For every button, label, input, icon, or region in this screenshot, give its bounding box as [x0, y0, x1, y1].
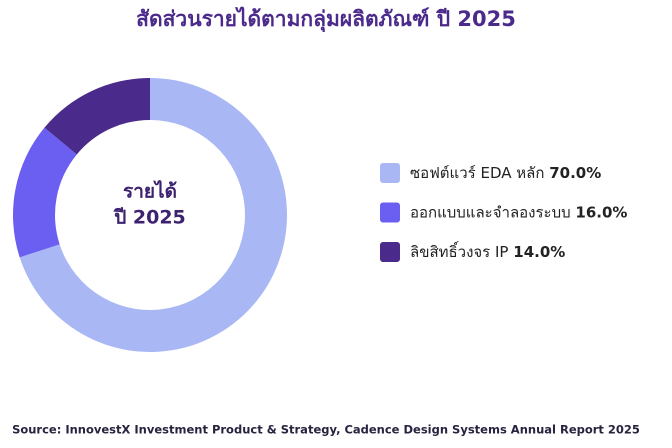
- donut-slice: [12, 127, 77, 258]
- donut: [12, 78, 287, 352]
- chart-title: สัดส่วนรายได้ตามกลุ่มผลิตภัณฑ์ ปี 2025: [136, 6, 516, 33]
- legend-label: ซอฟต์แวร์ EDA หลัก 70.0%: [410, 164, 601, 182]
- legend-value: 14.0%: [513, 243, 565, 261]
- source: Source: InnovestX Investment Product & S…: [12, 423, 640, 437]
- legend-value: 16.0%: [575, 203, 627, 221]
- legend-name: ออกแบบและจำลองระบบ: [410, 203, 571, 221]
- legend-name: ลิขสิทธิ์วงจร IP: [410, 241, 508, 261]
- legend-swatch: [380, 242, 400, 262]
- donut-slice: [44, 78, 151, 155]
- legend: ซอฟต์แวร์ EDA หลัก 70.0% ออกแบบและจำลองระ…: [380, 163, 627, 262]
- legend-label: ลิขสิทธิ์วงจร IP 14.0%: [410, 241, 565, 261]
- center-label: ปี 2025: [113, 207, 185, 229]
- legend-swatch: [380, 163, 400, 183]
- center-label: รายได้: [123, 180, 177, 203]
- legend-swatch: [380, 202, 400, 223]
- legend-value: 70.0%: [549, 164, 601, 182]
- legend-label: ออกแบบและจำลองระบบ 16.0%: [410, 203, 627, 221]
- legend-name: ซอฟต์แวร์ EDA หลัก: [410, 164, 544, 182]
- donut-slice: [19, 78, 287, 352]
